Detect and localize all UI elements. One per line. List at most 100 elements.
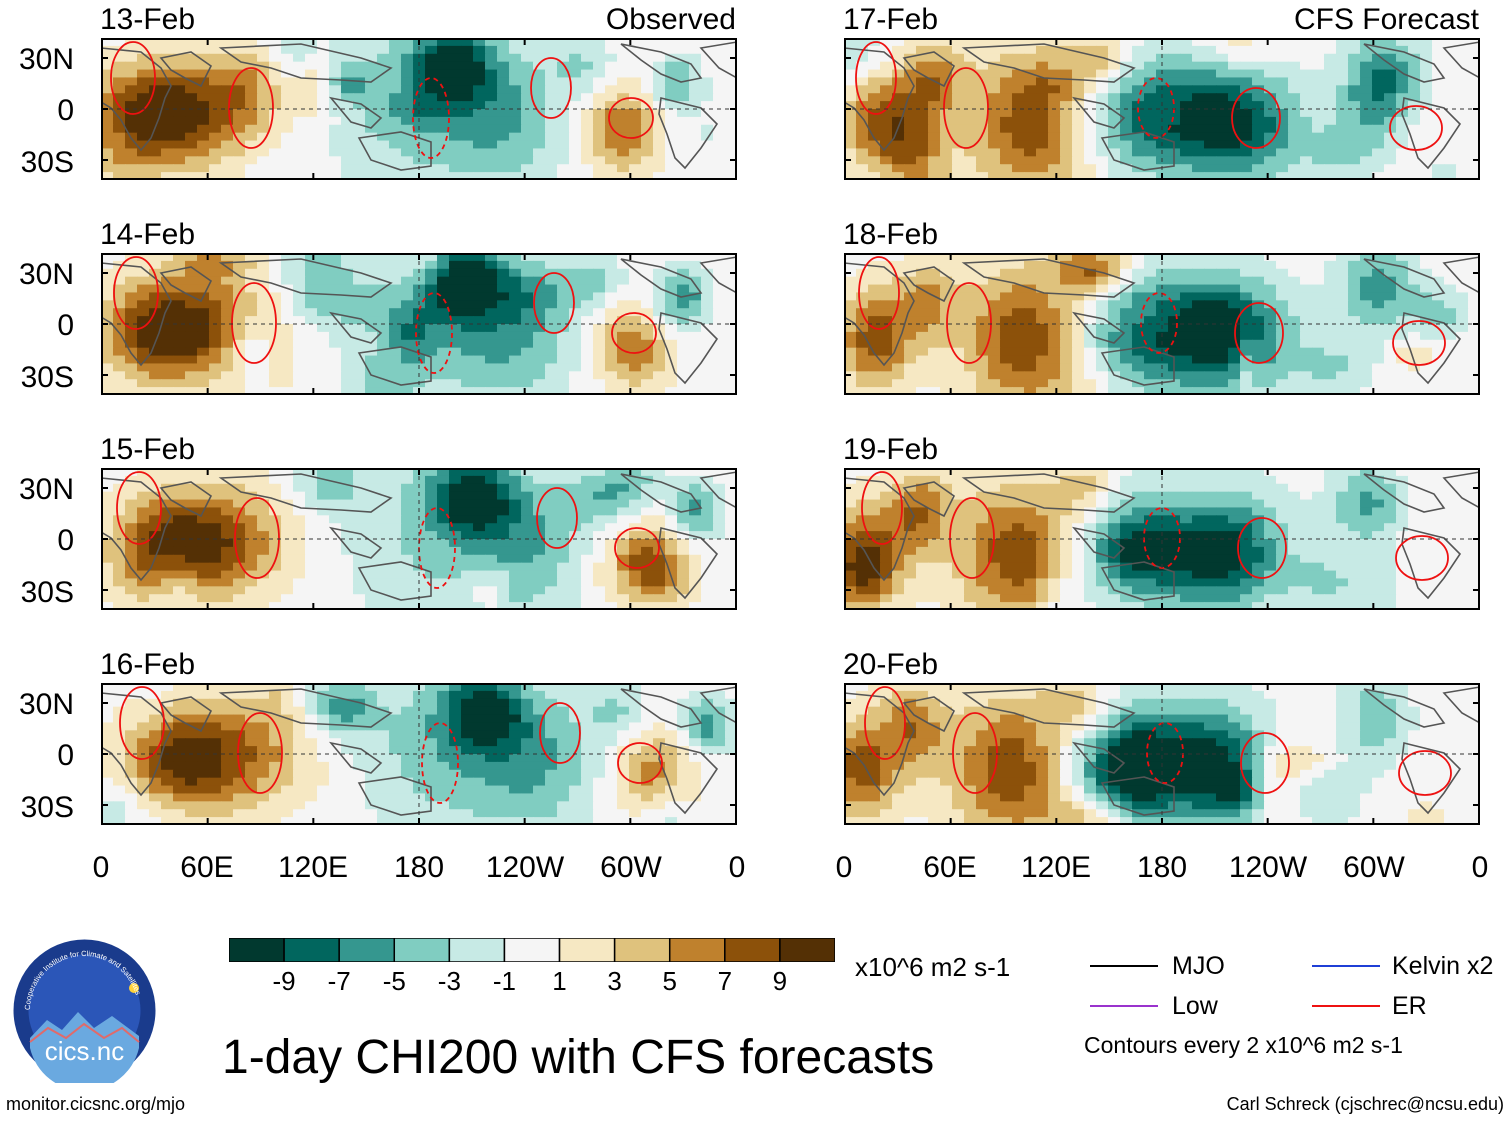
field-cell — [365, 491, 378, 501]
field-cell — [341, 300, 354, 309]
field-cell — [293, 602, 306, 610]
field-cell — [1444, 93, 1457, 102]
field-cell — [964, 77, 977, 86]
field-cell — [329, 284, 342, 294]
field-cell — [509, 706, 522, 716]
field-cell — [353, 754, 366, 763]
field-cell — [641, 148, 654, 157]
field-cell — [1144, 85, 1157, 94]
field-cell — [533, 260, 546, 270]
field-cell — [245, 570, 258, 580]
field-cell — [269, 109, 282, 118]
field-cell — [329, 754, 342, 763]
field-cell — [1012, 109, 1025, 118]
field-cell — [257, 801, 270, 810]
field-cell — [1204, 140, 1217, 150]
field-cell — [533, 578, 546, 587]
field-cell — [533, 468, 546, 477]
field-cell — [317, 85, 330, 94]
field-cell — [617, 45, 630, 55]
field-cell — [209, 53, 222, 63]
field-cell — [713, 817, 726, 825]
field-cell — [713, 468, 726, 477]
field-cell — [665, 602, 678, 610]
field-cell — [641, 738, 654, 747]
field-cell — [437, 172, 450, 180]
field-cell — [593, 77, 606, 86]
field-cell — [1396, 172, 1409, 180]
field-cell — [401, 387, 414, 395]
field-cell — [940, 116, 953, 126]
field-cell — [605, 754, 618, 763]
field-cell — [305, 554, 318, 564]
field-cell — [257, 284, 270, 294]
field-cell — [569, 769, 582, 779]
field-cell — [353, 116, 366, 126]
field-cell — [497, 602, 510, 610]
field-cell — [641, 761, 654, 771]
field-cell — [569, 586, 582, 595]
field-cell — [437, 116, 450, 126]
field-cell — [629, 801, 642, 810]
field-cell — [221, 531, 234, 540]
field-cell — [497, 140, 510, 150]
field-cell — [233, 777, 246, 787]
field-cell — [305, 690, 318, 700]
field-cell — [197, 132, 210, 142]
field-cell — [473, 738, 486, 747]
field-cell — [677, 690, 690, 700]
field-cell — [569, 706, 582, 716]
field-cell — [317, 140, 330, 150]
field-cell — [389, 371, 402, 380]
field-cell — [665, 77, 678, 86]
field-cell — [1348, 172, 1361, 180]
field-cell — [521, 793, 534, 802]
field-cell — [569, 172, 582, 180]
field-cell — [341, 468, 354, 477]
field-cell — [880, 116, 893, 126]
field-cell — [449, 499, 462, 509]
field-cell — [677, 339, 690, 349]
field-cell — [1180, 109, 1193, 118]
field-cell — [653, 570, 666, 580]
field-cell — [113, 292, 126, 301]
field-cell — [653, 507, 666, 516]
field-cell — [677, 554, 690, 564]
field-cell — [101, 546, 114, 556]
field-cell — [509, 499, 522, 509]
field-cell — [353, 308, 366, 317]
field-cell — [341, 706, 354, 716]
field-cell — [581, 85, 594, 94]
field-cell — [605, 602, 618, 610]
field-cell — [653, 355, 666, 365]
field-cell — [629, 164, 642, 173]
field-cell — [221, 491, 234, 501]
field-cell — [665, 172, 678, 180]
field-cell — [473, 809, 486, 818]
field-cell — [329, 785, 342, 795]
field-cell — [245, 93, 258, 102]
field-cell — [1132, 93, 1145, 102]
field-cell — [461, 754, 474, 763]
field-cell — [665, 148, 678, 157]
field-cell — [581, 140, 594, 150]
field-cell — [545, 109, 558, 118]
field-cell — [197, 355, 210, 365]
field-cell — [161, 124, 174, 134]
field-cell — [653, 339, 666, 349]
field-cell — [1264, 164, 1277, 173]
field-cell — [1012, 93, 1025, 102]
field-cell — [533, 53, 546, 63]
field-cell — [1384, 77, 1397, 86]
field-cell — [1276, 53, 1289, 63]
field-cell — [1456, 164, 1469, 173]
field-cell — [473, 292, 486, 301]
field-cell — [497, 69, 510, 79]
field-cell — [509, 690, 522, 700]
field-cell — [904, 164, 917, 173]
field-cell — [161, 69, 174, 79]
field-cell — [1060, 45, 1073, 55]
field-cell — [533, 387, 546, 395]
field-cell — [593, 722, 606, 731]
field-cell — [305, 546, 318, 556]
